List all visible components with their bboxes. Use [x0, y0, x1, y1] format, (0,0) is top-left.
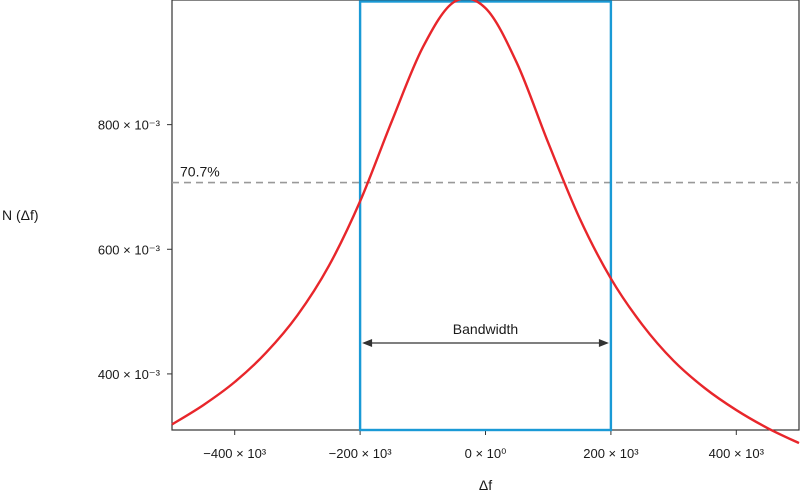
- bandwidth-box: [358, 0, 613, 432]
- y-axis-title: N (Δf): [2, 207, 39, 223]
- x-tick-label: 0 × 10⁰: [465, 446, 507, 461]
- x-tick-label: 400 × 10³: [709, 446, 765, 461]
- bandwidth-label: Bandwidth: [453, 321, 518, 337]
- plot-frame: [171, 0, 800, 431]
- y-tick-label: 400 × 10⁻³: [98, 367, 161, 382]
- y-tick-label: 600 × 10⁻³: [98, 242, 161, 257]
- y-tick-label: 800 × 10⁻³: [98, 118, 161, 133]
- x-tick-label: 200 × 10³: [583, 446, 639, 461]
- x-tick-label: −200 × 10³: [329, 446, 393, 461]
- y-axis-ticks: 400 × 10⁻³ 600 × 10⁻³ 800 × 10⁻³: [98, 118, 172, 382]
- threshold-label: 70.7%: [180, 164, 220, 180]
- bandwidth-arrow-head-left: [362, 339, 373, 347]
- bandwidth-arrow: [362, 339, 609, 347]
- x-axis-ticks: −400 × 10³ −200 × 10³ 0 × 10⁰ 200 × 10³ 400 …: [203, 430, 765, 461]
- series-line: [171, 0, 800, 445]
- bandwidth-arrow-head-right: [598, 339, 609, 347]
- x-axis-title: Δf: [479, 477, 492, 493]
- x-tick-label: −400 × 10³: [203, 446, 267, 461]
